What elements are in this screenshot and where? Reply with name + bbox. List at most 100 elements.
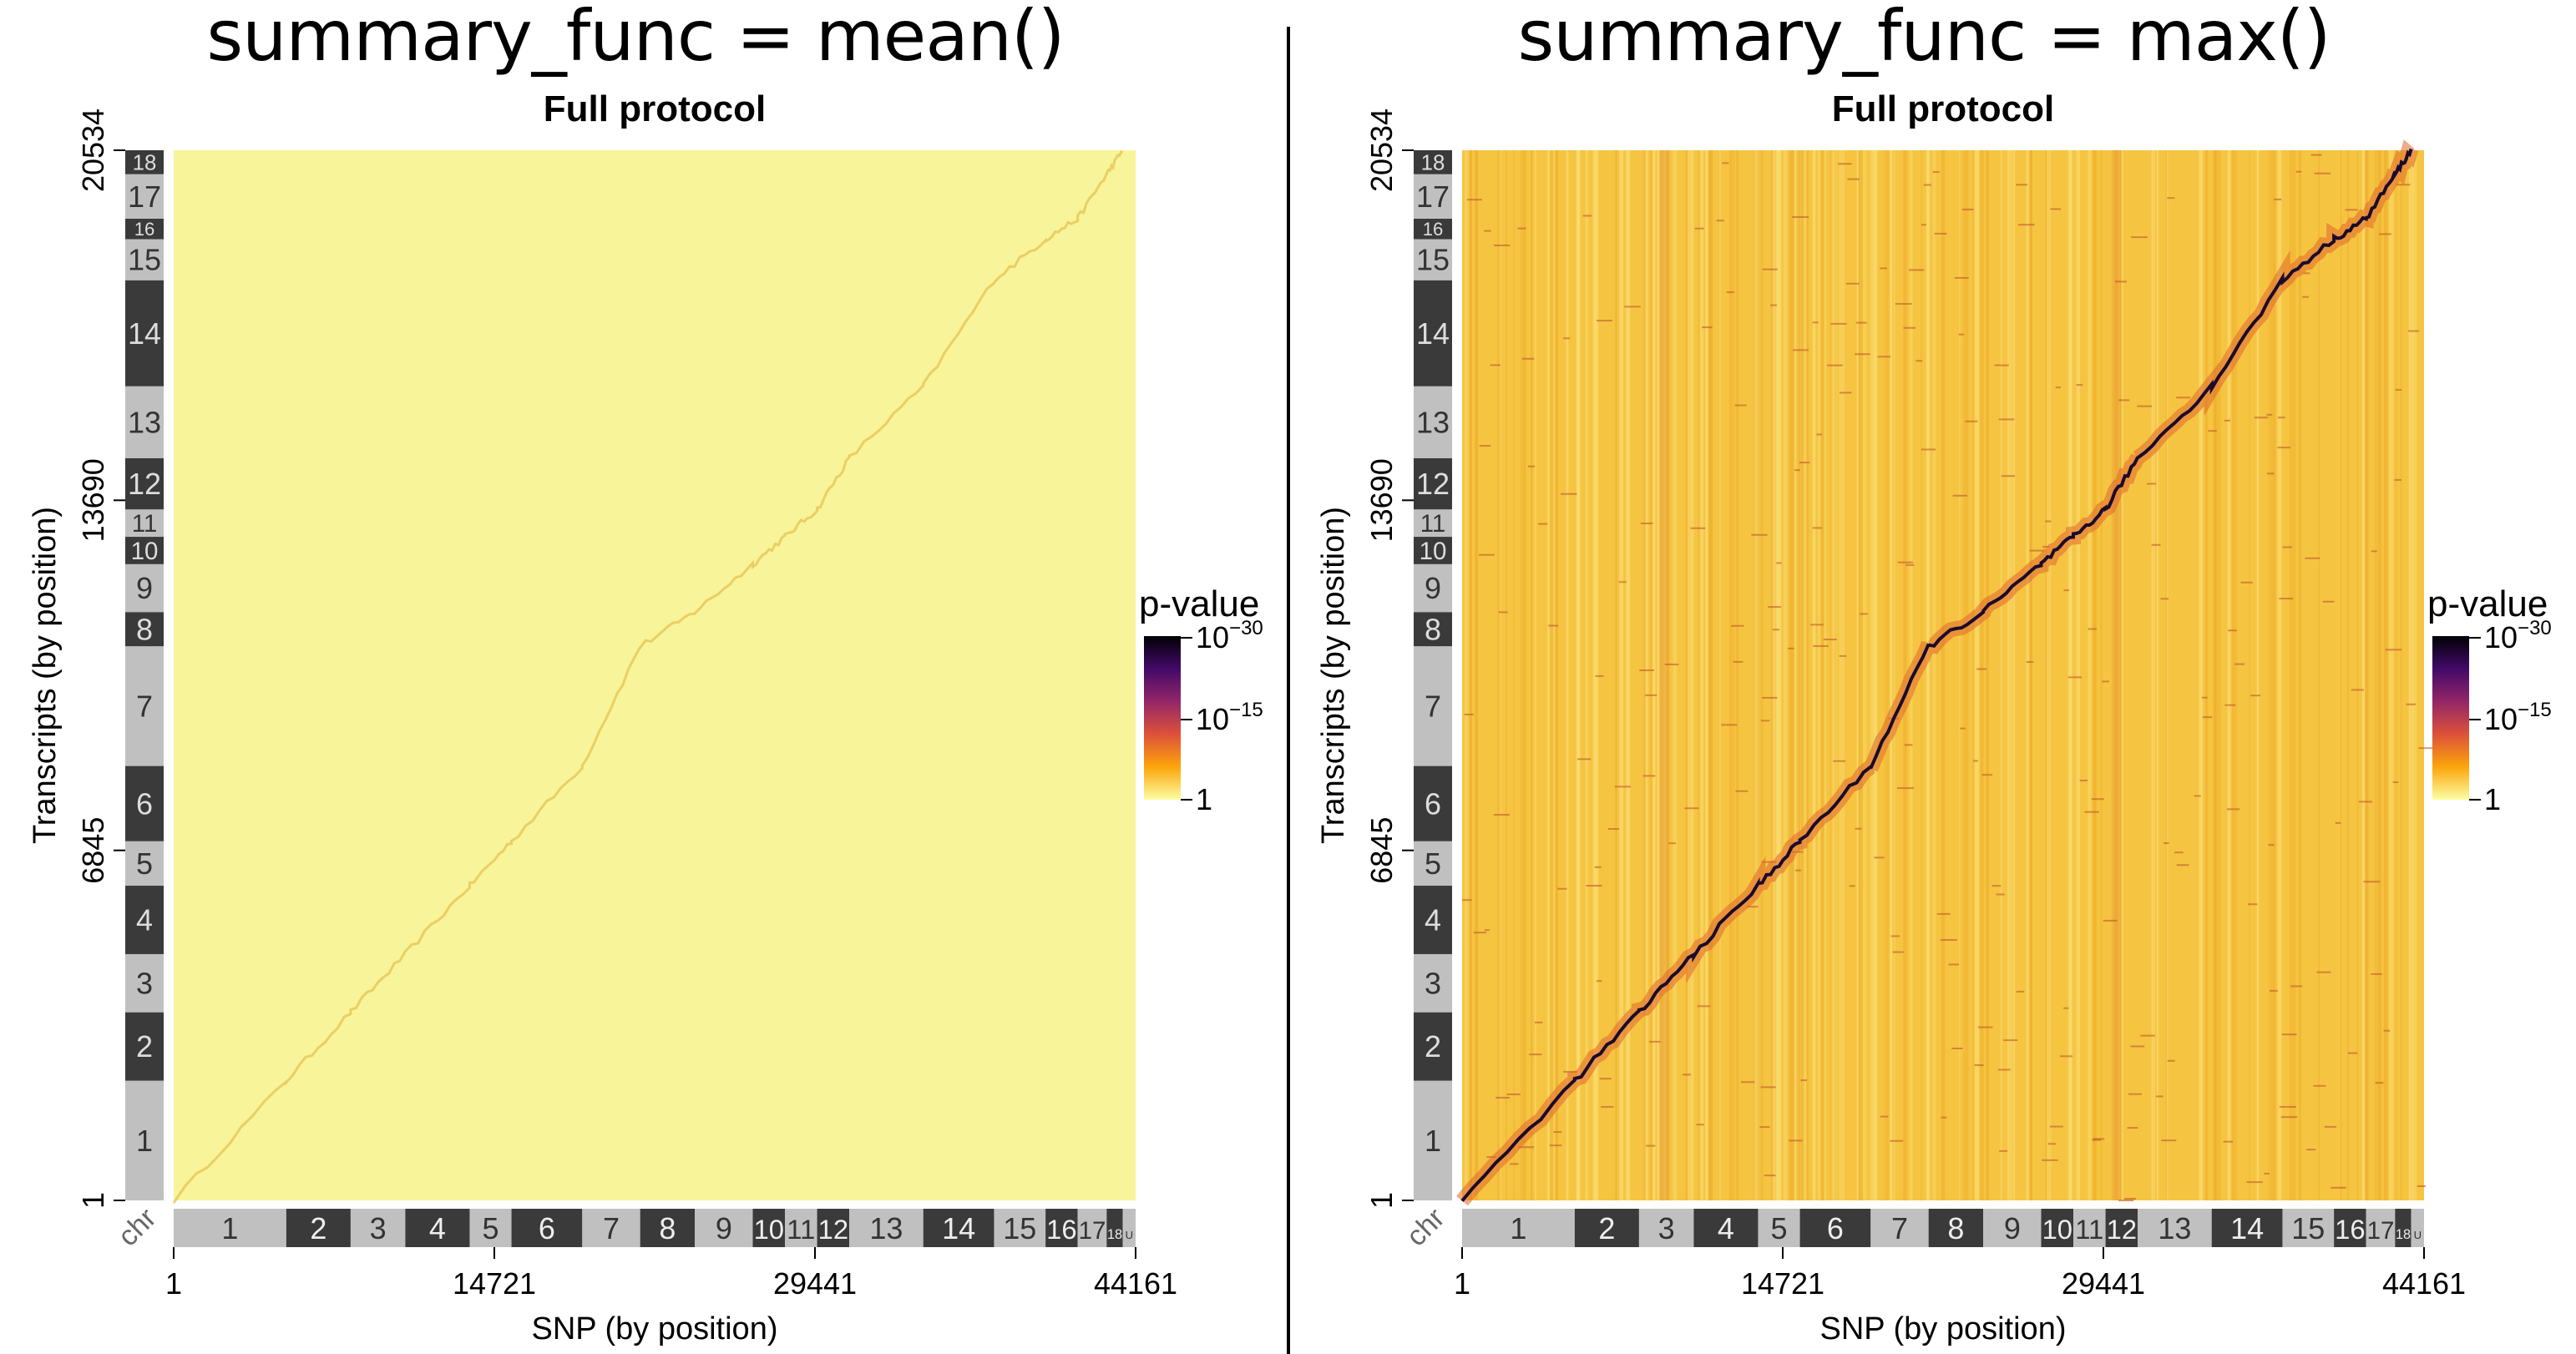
trans-hit <box>1994 364 2009 366</box>
trans-hit <box>1921 224 1926 226</box>
trans-hit <box>1792 216 1809 219</box>
trans-hit <box>2277 417 2285 419</box>
texture-stripe <box>1566 150 1569 1200</box>
x-tick-label: 29441 <box>773 1266 857 1301</box>
texture-stripe <box>1465 150 1469 1200</box>
trans-hit <box>2176 864 2189 866</box>
trans-hit <box>1833 760 1846 762</box>
trans-hit <box>1734 404 1747 407</box>
legend-tick-label: 10−15 <box>1196 699 1263 736</box>
texture-stripe <box>2007 150 2009 1200</box>
trans-hit <box>1517 227 1526 230</box>
texture-stripe <box>1804 150 1806 1200</box>
trans-hit <box>2266 413 2273 416</box>
trans-hit <box>1517 1146 1534 1149</box>
trans-hit <box>2161 1139 2177 1142</box>
texture-stripe <box>1761 150 1764 1200</box>
x-chr-block <box>2334 1209 2366 1247</box>
trans-hit <box>1764 1175 1776 1177</box>
y-tick-label: 13690 <box>1364 458 1399 542</box>
x-chr-label: 5 <box>482 1211 498 1245</box>
trans-hit <box>1760 1086 1776 1089</box>
texture-stripe <box>2088 150 2092 1200</box>
trans-hit <box>1640 523 1653 525</box>
x-tick-label: 14721 <box>453 1266 536 1301</box>
texture-stripe <box>2271 150 2275 1200</box>
trans-hit <box>1880 1115 1889 1118</box>
texture-stripe <box>1856 150 1859 1200</box>
trans-hit <box>2314 172 2331 174</box>
snp-stripe <box>2111 150 2122 1200</box>
x-chr-block <box>174 1209 286 1247</box>
y-tick-label: 20534 <box>1364 109 1399 192</box>
chr-label: chr <box>112 1202 162 1252</box>
x-chr-block <box>2211 1209 2283 1247</box>
texture-stripe <box>1673 150 1678 1200</box>
trans-hit <box>2306 1149 2316 1151</box>
trans-hit <box>1997 1069 2011 1071</box>
trans-hit <box>1618 581 1627 584</box>
trans-hit <box>1951 1047 1963 1049</box>
x-chr-label: 13 <box>869 1211 903 1245</box>
trans-hit <box>1839 392 1852 394</box>
y-chr-label: 6 <box>136 786 153 821</box>
texture-stripe <box>1890 150 1892 1200</box>
trans-hit <box>1462 899 1472 902</box>
trans-hit <box>1996 893 2005 896</box>
trans-hit <box>1877 356 1891 358</box>
trans-hit <box>1577 758 1592 760</box>
trans-hit <box>2042 1159 2058 1161</box>
trans-hit <box>2047 1143 2057 1145</box>
y-tick-label: 20534 <box>76 109 110 192</box>
trans-hit <box>1560 493 1577 495</box>
trans-hit <box>2003 1039 2018 1042</box>
texture-stripe <box>1941 150 1946 1200</box>
texture-stripe <box>1556 150 1558 1200</box>
trans-hit <box>2358 801 2373 803</box>
texture-stripe <box>2026 150 2030 1200</box>
texture-stripe <box>1884 150 1886 1200</box>
texture-stripe <box>2121 150 2123 1200</box>
trans-hit <box>1478 553 1495 556</box>
cis-eqtl-diagonal <box>1460 148 2413 1202</box>
texture-stripe <box>1685 150 1689 1200</box>
texture-stripe <box>2347 150 2350 1200</box>
y-chr-label: 7 <box>1425 689 1441 723</box>
y-chr-block <box>125 886 164 954</box>
texture-stripe <box>1926 150 1930 1200</box>
trans-hit <box>2102 680 2109 683</box>
trans-hit <box>2281 1033 2297 1036</box>
trans-hit <box>2194 795 2201 797</box>
texture-stripe <box>1776 150 1781 1200</box>
trans-hit <box>2280 1116 2298 1119</box>
texture-stripe <box>1974 150 1979 1200</box>
trans-hit <box>1812 321 1819 324</box>
y-axis-label: Transcripts (by position) <box>1316 507 1351 844</box>
y-chr-label: 13 <box>1416 405 1450 439</box>
trans-hit <box>1582 215 1592 217</box>
y-chr-label: 15 <box>1416 243 1450 277</box>
trans-hit <box>1954 276 1969 279</box>
trans-hit <box>1740 1081 1755 1084</box>
trans-hit <box>1799 462 1810 464</box>
texture-stripe <box>1885 150 1889 1200</box>
trans-hit <box>1762 696 1778 699</box>
panel-mean: summary_func = mean() Full protocol 1 2 3 4 5… <box>28 0 1263 1346</box>
y-chr-block <box>125 765 164 841</box>
trans-hit <box>1668 842 1676 845</box>
trans-hit <box>2042 546 2050 548</box>
trans-hit <box>2302 296 2310 298</box>
x-chr-label: 17 <box>2367 1217 2395 1245</box>
trans-hit <box>2045 520 2052 523</box>
trans-hit <box>1563 337 1571 340</box>
texture-stripe <box>2374 150 2377 1200</box>
trans-hit <box>1793 349 1809 351</box>
trans-hit <box>1599 1078 1612 1080</box>
texture-stripe <box>2289 150 2293 1200</box>
x-chr-label: 12 <box>2107 1214 2137 1245</box>
x-chr-label: 4 <box>429 1211 446 1245</box>
texture-stripe <box>1772 150 1774 1200</box>
trans-hit <box>2016 990 2025 993</box>
texture-stripe <box>1687 150 1690 1200</box>
